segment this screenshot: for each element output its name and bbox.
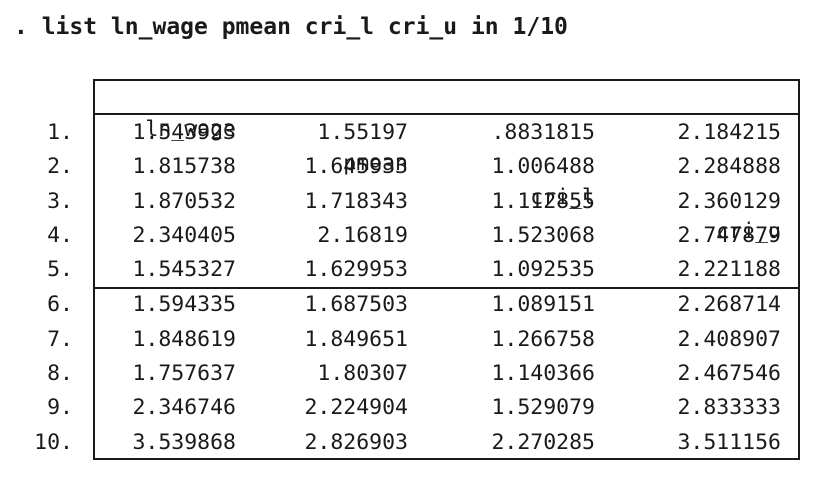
table-row: 7. 1.848619 1.849651 1.266758 2.408907 [0,323,814,357]
cell-pmean: 2.16819 [317,222,408,248]
cell-pmean: 1.849651 [304,326,408,352]
table-row: 3. 1.870532 1.718343 1.112855 2.360129 [0,185,814,219]
row-number: 1. [47,120,73,145]
cell-pmean: 1.645933 [304,154,408,180]
row-group-divider [93,287,800,289]
cell-pmean: 1.718343 [304,188,408,214]
cell-cri-l: 1.092535 [491,257,595,283]
table-row: 10. 3.539868 2.826903 2.270285 3.511156 [0,426,814,460]
column-header-cri-u: cri_u [716,219,781,244]
cell-cri-l: 1.112855 [491,188,595,214]
cell-cri-u: 2.268714 [677,292,781,318]
cell-pmean: 1.55197 [317,120,408,145]
cell-cri-l: 1.140366 [491,361,595,387]
cell-pmean: 2.826903 [304,429,408,455]
row-number: 10. [34,429,73,455]
command-line: . list ln_wage pmean cri_l cri_u in 1/10 [14,14,568,40]
header-divider [93,113,800,115]
table-row: 2. 1.815738 1.645933 1.006488 2.284888 [0,150,814,184]
cell-cri-l: 1.089151 [491,292,595,318]
cell-pmean: 1.629953 [304,257,408,283]
column-header-ln-wage: ln_wage [145,117,236,142]
cell-cri-u: 2.467546 [677,361,781,387]
row-number: 4. [47,222,73,248]
table-row: 1. 1.543923 1.55197 .8831815 2.184215 [0,116,814,150]
cell-ln-wage: 1.870532 [132,188,236,214]
table-body: 1. 1.543923 1.55197 .8831815 2.184215 2. 1.815… [0,116,814,460]
cell-ln-wage: 2.340405 [132,222,236,248]
cell-ln-wage: 1.545327 [132,257,236,283]
table-header-row: ln_wage pmean cri_l cri_u [0,79,814,244]
table-row: 4. 2.340405 2.16819 1.523068 2.747879 [0,219,814,253]
cell-cri-u: 3.511156 [677,429,781,455]
cell-cri-l: 1.523068 [491,222,595,248]
cell-ln-wage: 1.757637 [132,361,236,387]
cell-cri-l: 1.529079 [491,395,595,421]
row-number: 2. [47,154,73,180]
row-number: 5. [47,257,73,283]
cell-cri-u: 2.284888 [677,154,781,180]
cell-ln-wage: 1.815738 [132,154,236,180]
row-number: 7. [47,326,73,352]
row-number: 8. [47,361,73,387]
table-row: 8. 1.757637 1.80307 1.140366 2.467546 [0,357,814,391]
cell-cri-l: 1.006488 [491,154,595,180]
cell-cri-u: 2.833333 [677,395,781,421]
cell-pmean: 1.687503 [304,292,408,318]
row-number: 6. [47,292,73,318]
cell-ln-wage: 1.848619 [132,326,236,352]
cell-cri-u: 2.747879 [677,222,781,248]
cell-cri-u: 2.408907 [677,326,781,352]
cell-ln-wage: 3.539868 [132,429,236,455]
cell-cri-l: 2.270285 [491,429,595,455]
cell-pmean: 2.224904 [304,395,408,421]
cell-cri-u: 2.184215 [677,120,781,145]
cell-ln-wage: 1.594335 [132,292,236,318]
table-row: 9. 2.346746 2.224904 1.529079 2.833333 [0,391,814,425]
cell-pmean: 1.80307 [317,361,408,387]
cell-cri-l: .8831815 [491,120,595,145]
column-header-cri-l: cri_l [530,185,595,210]
cell-cri-u: 2.221188 [677,257,781,283]
column-header-pmean: pmean [343,151,408,176]
cell-ln-wage: 1.543923 [132,120,236,145]
output-table: ln_wage pmean cri_l cri_u [0,79,814,244]
table-row: 6. 1.594335 1.687503 1.089151 2.268714 [0,288,814,322]
cell-ln-wage: 2.346746 [132,395,236,421]
cell-cri-u: 2.360129 [677,188,781,214]
row-number: 9. [47,395,73,421]
row-number: 3. [47,188,73,214]
table-row: 5. 1.545327 1.629953 1.092535 2.221188 [0,253,814,287]
cell-cri-l: 1.266758 [491,326,595,352]
